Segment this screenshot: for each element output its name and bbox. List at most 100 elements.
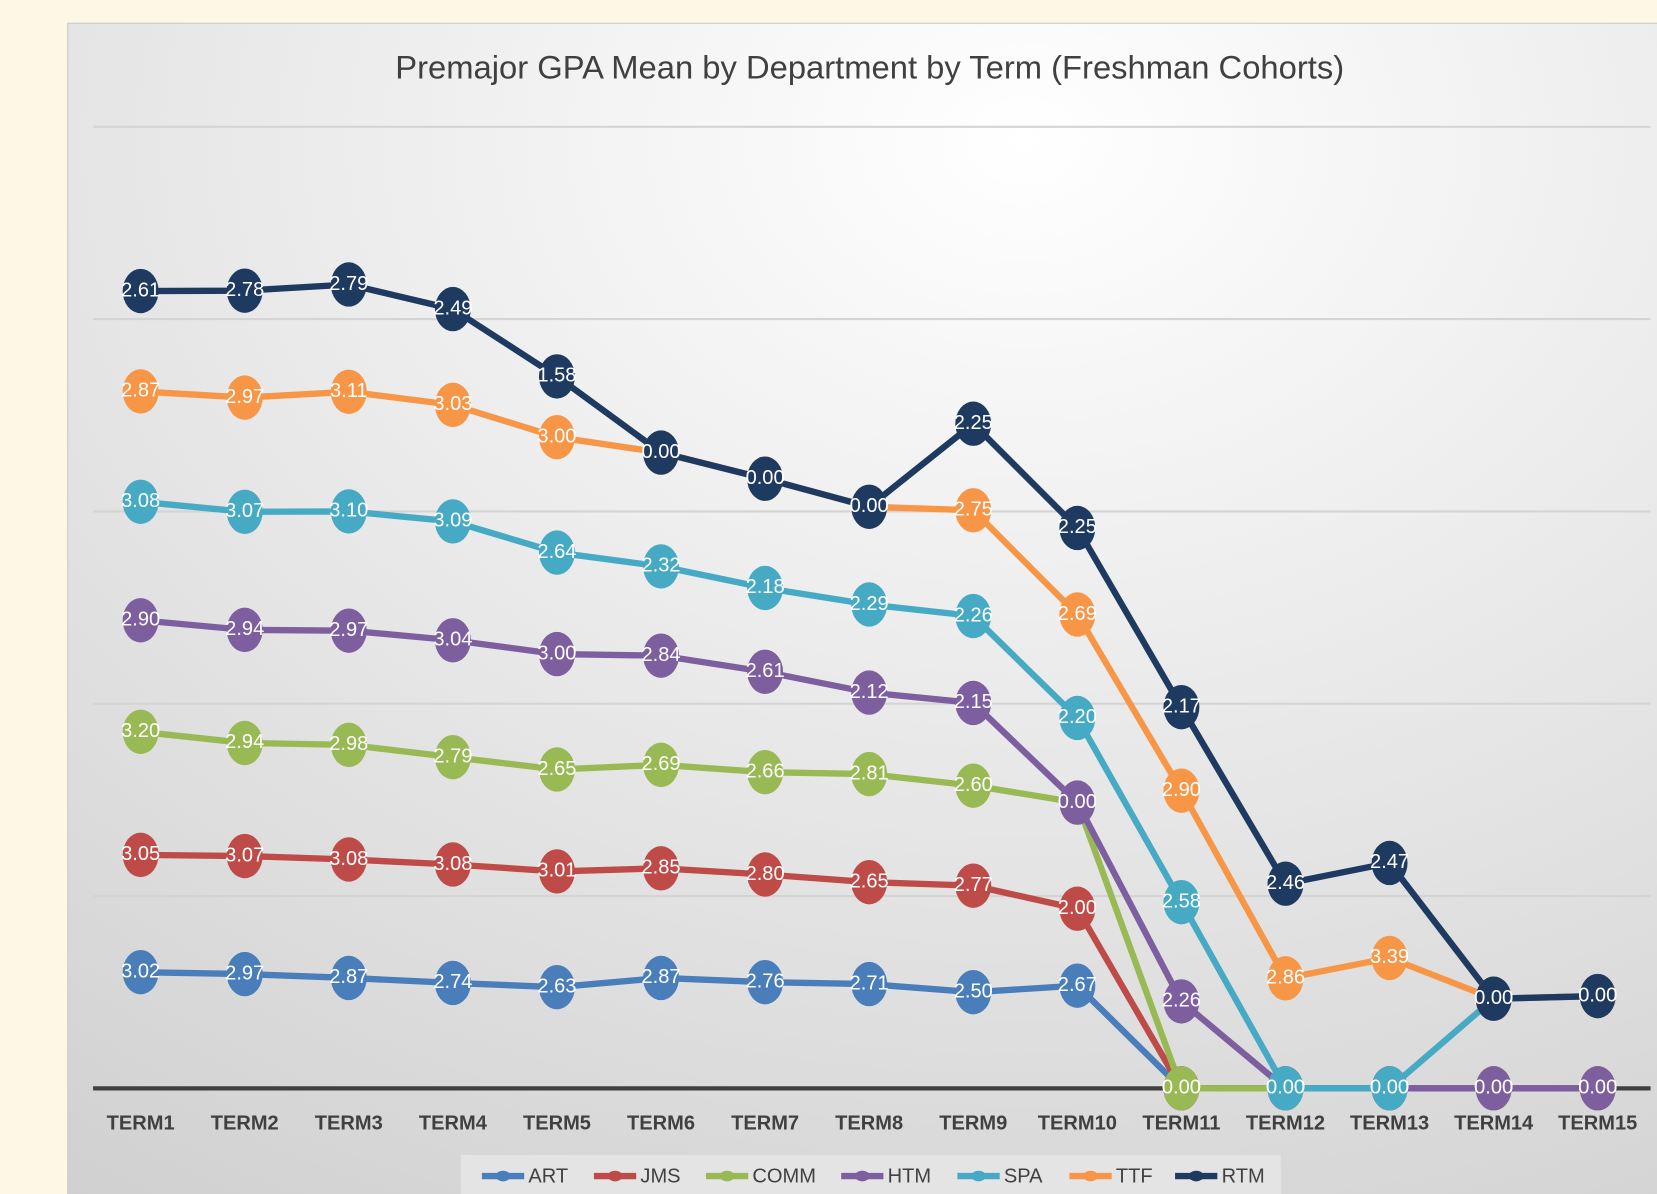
point-marker [747, 565, 784, 611]
data-label: 2.26 [1162, 990, 1201, 1012]
point-marker [643, 955, 679, 1001]
point-marker [1163, 879, 1200, 925]
data-label: 2.64 [537, 541, 576, 563]
x-tick-label: TERM7 [731, 1113, 799, 1135]
data-label: 2.25 [1058, 516, 1097, 538]
data-label: 2.47 [1370, 851, 1409, 873]
point-marker [1163, 1066, 1200, 1111]
point-marker [955, 593, 992, 639]
x-tick-label: TERM12 [1246, 1113, 1325, 1135]
point-marker [122, 369, 159, 414]
point-marker [747, 749, 784, 795]
data-label: 3.11 [330, 380, 368, 402]
data-label: 2.50 [954, 980, 993, 1002]
data-label: 0.00 [1058, 791, 1097, 813]
point-marker [434, 960, 471, 1006]
data-label: 2.66 [746, 760, 785, 782]
data-label: 2.32 [641, 555, 680, 577]
data-label: 2.69 [641, 753, 680, 775]
data-label: 2.86 [1266, 967, 1305, 989]
data-label: 2.18 [746, 576, 785, 598]
data-label: 2.79 [329, 273, 368, 295]
point-marker [643, 633, 679, 678]
point-marker [434, 618, 471, 663]
data-label: 2.87 [641, 966, 680, 988]
x-tick-label: TERM5 [523, 1113, 591, 1135]
point-marker [955, 863, 992, 908]
point-marker [1059, 780, 1096, 825]
point-marker [330, 955, 367, 1001]
point-marker [122, 949, 159, 995]
data-label: 0.00 [746, 467, 785, 489]
data-label: 2.80 [746, 863, 785, 885]
point-marker [747, 649, 784, 694]
data-label: 2.77 [954, 874, 993, 896]
point-marker [1371, 840, 1408, 886]
point-marker [643, 742, 679, 788]
point-marker [1163, 684, 1200, 730]
data-label: 2.94 [225, 731, 264, 753]
point-marker [434, 382, 471, 428]
data-label: 3.04 [433, 629, 472, 651]
x-tick-label: TERM8 [835, 1113, 903, 1135]
point-marker [643, 544, 679, 589]
data-label: 2.20 [1058, 706, 1097, 728]
x-tick-label: TERM1 [107, 1113, 175, 1135]
point-marker [1059, 695, 1096, 741]
data-label: 2.00 [1058, 897, 1097, 919]
point-marker [330, 608, 367, 653]
data-label: 3.39 [1370, 946, 1409, 968]
data-label: 3.07 [225, 500, 264, 522]
data-label: 2.17 [1162, 695, 1201, 717]
point-marker [226, 951, 263, 997]
data-label: 2.65 [537, 758, 576, 780]
legend-marker [1083, 1170, 1098, 1182]
point-marker [643, 430, 679, 475]
point-marker [851, 961, 888, 1007]
point-marker [643, 846, 679, 891]
point-marker [538, 631, 575, 677]
x-tick-label: TERM3 [315, 1113, 383, 1135]
data-label: 2.63 [537, 975, 576, 997]
data-label: 2.74 [433, 971, 472, 993]
data-label: 0.00 [1578, 1077, 1617, 1099]
legend-label: ART [528, 1165, 568, 1187]
x-tick-label: TERM9 [939, 1113, 1007, 1135]
point-marker [747, 852, 784, 897]
data-label: 2.49 [433, 297, 472, 319]
legend-marker [1188, 1170, 1204, 1182]
point-marker [1059, 505, 1096, 551]
legend-label: JMS [640, 1165, 680, 1187]
point-marker [747, 959, 784, 1005]
point-marker [955, 763, 992, 808]
data-label: 2.71 [850, 972, 889, 994]
point-marker [538, 414, 575, 460]
legend-label: RTM [1222, 1165, 1265, 1187]
chart-title: Premajor GPA Mean by Department by Term … [395, 48, 1344, 85]
data-label: 2.60 [954, 774, 993, 796]
data-label: 2.90 [121, 609, 160, 631]
point-marker [330, 489, 367, 534]
point-marker [122, 598, 159, 643]
x-tick-label: TERM14 [1454, 1113, 1534, 1135]
data-label: 2.46 [1266, 872, 1305, 894]
x-tick-label: TERM4 [419, 1113, 488, 1135]
data-label: 2.69 [1058, 603, 1097, 625]
data-label: 2.90 [1162, 779, 1201, 801]
data-label: 2.61 [746, 660, 785, 682]
x-tick-label: TERM15 [1558, 1113, 1637, 1135]
data-label: 3.01 [537, 860, 576, 882]
point-marker [1579, 973, 1616, 1019]
data-label: 2.87 [329, 966, 368, 988]
point-marker [330, 722, 367, 768]
point-marker [1163, 979, 1200, 1024]
legend-marker [719, 1170, 735, 1182]
data-label: 2.29 [850, 593, 889, 615]
point-marker [851, 859, 888, 905]
data-label: 2.26 [954, 604, 993, 626]
data-label: 3.10 [329, 500, 368, 522]
data-label: 2.61 [121, 279, 160, 301]
data-label: 2.58 [1162, 890, 1201, 912]
point-marker [538, 849, 575, 894]
